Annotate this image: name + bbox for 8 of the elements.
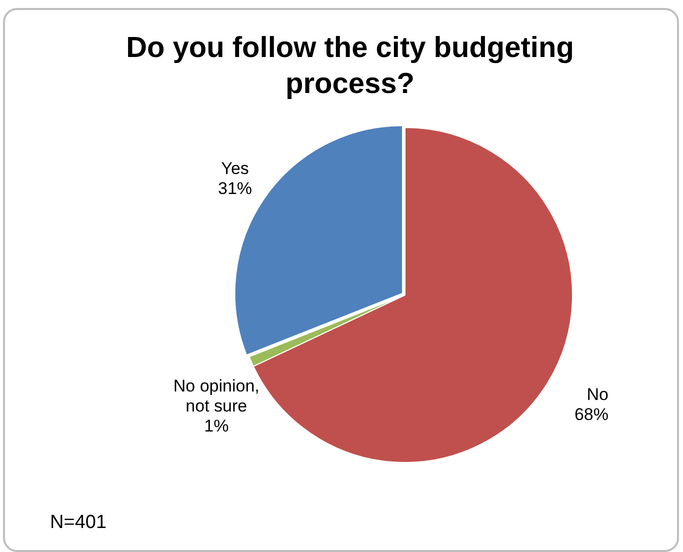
slice-label: No [586,384,609,404]
slice-label: Yes [221,159,249,178]
data-label: 1% [204,416,229,436]
chart-title: Do you follow the city budgeting process? [125,31,575,102]
slice-label: No opinion, not sure [173,376,260,416]
data-label: 31% [218,179,252,198]
text: N=401 [50,512,107,534]
data-label: 68% [574,404,609,424]
